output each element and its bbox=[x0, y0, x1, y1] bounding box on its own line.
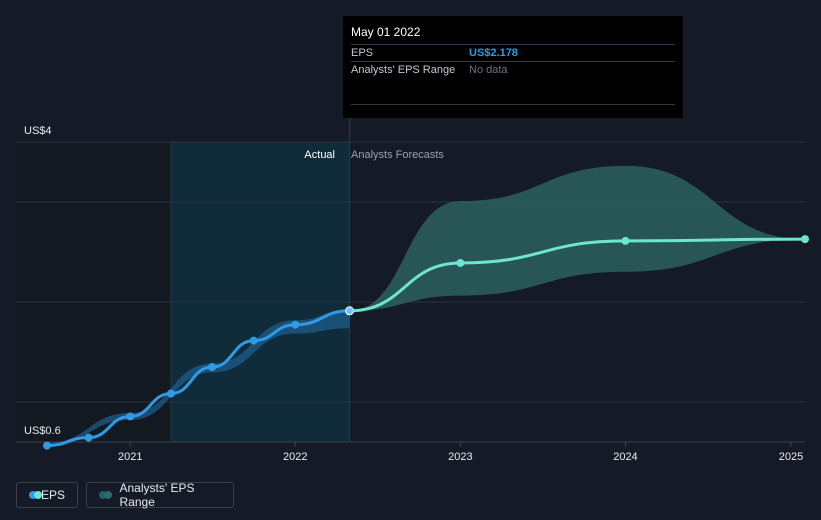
tooltip-date: May 01 2022 bbox=[351, 25, 421, 39]
hover-tooltip: May 01 2022 EPS US$2.178 Analysts' EPS R… bbox=[343, 16, 683, 118]
tooltip-range-value: No data bbox=[469, 64, 508, 76]
eps-point-actual bbox=[43, 441, 51, 450]
eps-point-actual bbox=[345, 306, 355, 316]
eps-line-forecast bbox=[348, 237, 807, 313]
eps-point-actual bbox=[291, 320, 300, 329]
x-tick-label: 2025 bbox=[779, 451, 803, 463]
range-legend-icon bbox=[99, 491, 112, 499]
forecast-region-label: Analysts Forecasts bbox=[351, 149, 444, 161]
eps-point-forecast bbox=[456, 258, 465, 267]
past-range-area bbox=[47, 309, 350, 447]
actual-region-label: Actual bbox=[304, 149, 335, 161]
y-tick-label-top: US$4 bbox=[24, 125, 52, 137]
tooltip-spacer bbox=[351, 78, 675, 105]
tooltip-range-label: Analysts' EPS Range bbox=[351, 64, 456, 76]
legend-eps-toggle[interactable]: EPS bbox=[16, 482, 78, 508]
eps-point-actual bbox=[126, 412, 135, 421]
tooltip-eps-label: EPS bbox=[351, 47, 374, 59]
tooltip-eps-value: US$2.178 bbox=[469, 47, 518, 59]
x-tick-label: 2021 bbox=[118, 451, 142, 463]
legend-range-label: Analysts' EPS Range bbox=[119, 481, 195, 509]
legend-range-toggle[interactable]: Analysts' EPS Range bbox=[86, 481, 234, 509]
eps-point-actual bbox=[208, 363, 217, 372]
eps-point-actual bbox=[166, 389, 175, 398]
x-tick-label: 2022 bbox=[283, 451, 307, 463]
legend-eps-label: EPS bbox=[40, 488, 65, 502]
eps-point-actual bbox=[84, 433, 93, 442]
eps-point-forecast bbox=[621, 236, 630, 245]
eps-legend-icon bbox=[29, 491, 42, 499]
chart-legend: EPS Analysts' EPS Range bbox=[16, 481, 234, 509]
eps-point-actual bbox=[249, 336, 258, 345]
tooltip-range-row: Analysts' EPS Range No data bbox=[351, 61, 675, 78]
past-shade bbox=[16, 142, 171, 442]
forecast-range-area bbox=[349, 165, 805, 311]
y-tick-label-bottom: US$0.6 bbox=[24, 425, 61, 437]
tooltip-eps-row: EPS US$2.178 bbox=[351, 44, 675, 61]
x-tick-label: 2024 bbox=[613, 451, 637, 463]
x-tick-label: 2023 bbox=[448, 451, 472, 463]
recent-highlight bbox=[170, 142, 350, 442]
eps-point-forecast bbox=[801, 235, 809, 244]
